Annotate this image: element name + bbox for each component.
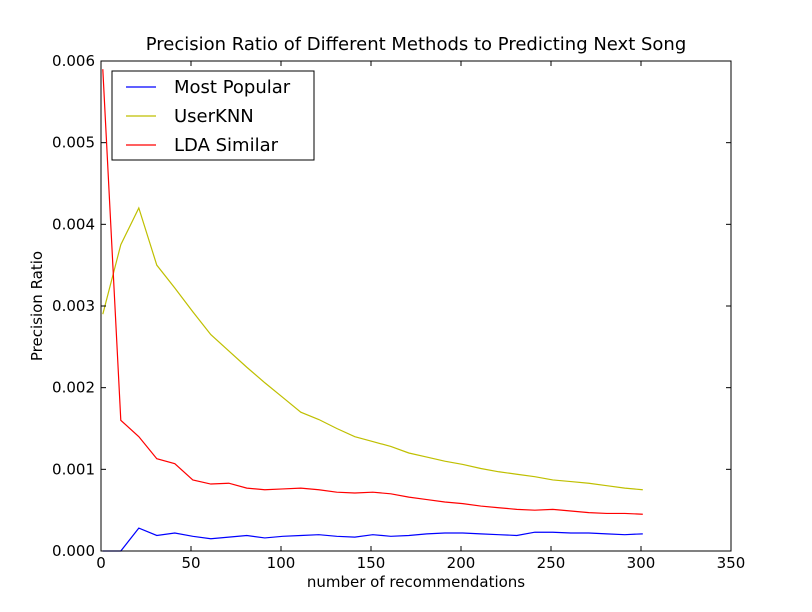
series-line-2	[102, 69, 643, 515]
x-axis: 0 50 100 150 200 250 300 350	[96, 61, 745, 572]
y-tick-label: 0.001	[52, 460, 95, 478]
x-tick-label: 200	[447, 554, 476, 572]
y-tick-label: 0.000	[52, 542, 95, 560]
y-tick-label: 0.005	[52, 134, 95, 152]
x-tick-label: 150	[357, 554, 386, 572]
x-tick-label: 350	[717, 554, 746, 572]
x-tick-label: 300	[627, 554, 656, 572]
x-tick-label: 100	[267, 554, 296, 572]
y-axis-label: Precision Ratio	[28, 251, 46, 361]
x-tick-label: 50	[181, 554, 200, 572]
legend: Most Popular UserKNN LDA Similar	[111, 70, 315, 161]
series-line-1	[102, 206, 643, 491]
y-tick-label: 0.003	[52, 297, 95, 315]
x-tick-label: 0	[96, 554, 106, 572]
y-axis: 0.000 0.001 0.002 0.003 0.004 0.005 0.006	[52, 52, 731, 560]
legend-label-2: LDA Similar	[174, 135, 279, 156]
series-line-0	[102, 527, 643, 552]
x-axis-label: number of recommendations	[307, 573, 525, 591]
chart-title: Precision Ratio of Different Methods to …	[146, 34, 687, 55]
y-tick-label: 0.002	[52, 379, 95, 397]
legend-label-0: Most Popular	[174, 77, 291, 98]
y-tick-label: 0.006	[52, 52, 95, 70]
x-tick-label: 250	[537, 554, 566, 572]
legend-label-1: UserKNN	[174, 106, 254, 127]
series-layer	[102, 69, 643, 552]
y-tick-label: 0.004	[52, 215, 95, 233]
